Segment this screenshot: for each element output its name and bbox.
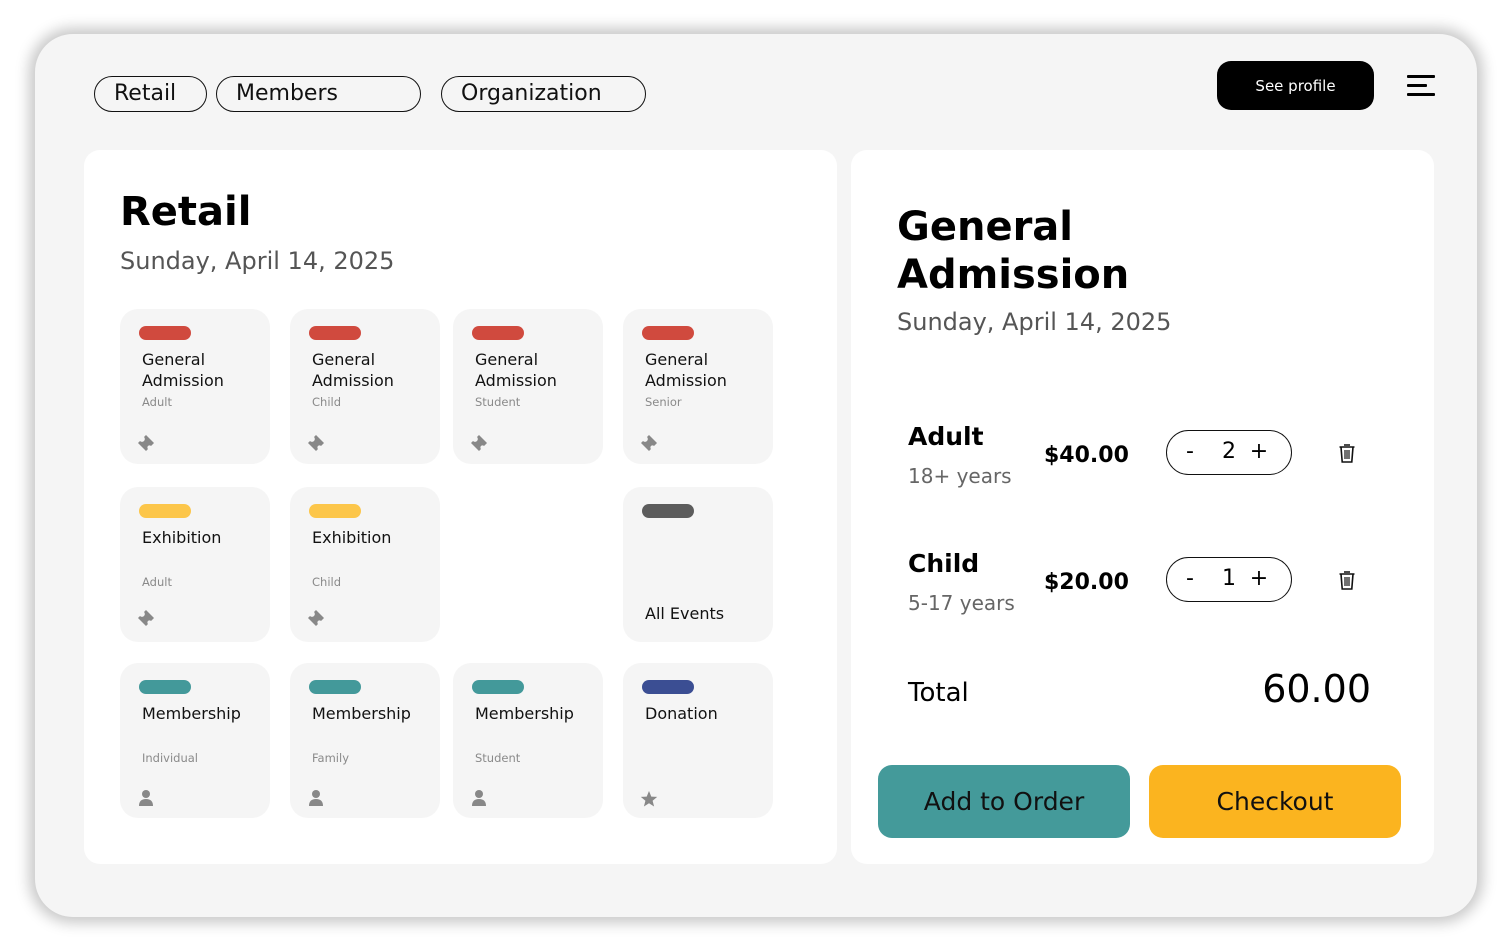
tile-general-admission-senior[interactable]: General Admission Senior	[623, 309, 773, 464]
category-pill	[139, 680, 191, 694]
tile-exhibition-adult[interactable]: Exhibition Adult	[120, 487, 270, 642]
quantity-stepper: - 1 +	[1166, 557, 1292, 602]
ticket-icon	[138, 610, 154, 626]
category-pill	[309, 326, 361, 340]
tile-membership-student[interactable]: Membership Student	[453, 663, 603, 818]
order-panel: General Admission Sunday, April 14, 2025…	[851, 150, 1434, 864]
tile-general-admission-student[interactable]: General Admission Student	[453, 309, 603, 464]
tile-membership-individual[interactable]: Membership Individual	[120, 663, 270, 818]
tile-name: Donation	[645, 704, 718, 723]
ticket-icon	[308, 435, 324, 451]
retail-title: Retail	[120, 189, 252, 235]
tile-name: Membership	[475, 704, 574, 723]
tab-retail[interactable]: Retail	[94, 76, 207, 112]
tile-name: General Admission	[142, 350, 224, 390]
tile-sub: Adult	[142, 395, 172, 409]
add-to-order-button[interactable]: Add to Order	[878, 765, 1130, 838]
tile-sub: Student	[475, 395, 521, 409]
checkout-button[interactable]: Checkout	[1149, 765, 1401, 838]
line-item-price: $40.00	[1044, 443, 1129, 468]
retail-date: Sunday, April 14, 2025	[120, 247, 395, 275]
tile-sub: Child	[312, 575, 342, 589]
increment-button[interactable]: +	[1249, 566, 1269, 591]
total-value: 60.00	[1262, 667, 1371, 711]
category-pill	[642, 326, 694, 340]
line-item-price: $20.00	[1044, 570, 1129, 595]
category-pill	[642, 504, 694, 518]
tile-name: All Events	[645, 604, 725, 623]
tile-name: Membership	[142, 704, 241, 723]
order-title: General Admission	[897, 203, 1129, 299]
tile-sub: Family	[312, 751, 350, 765]
app-window: Retail Members Organization See profile …	[35, 34, 1477, 917]
line-item-name: Child	[908, 549, 980, 578]
ticket-icon	[641, 435, 657, 451]
tile-name: Membership	[312, 704, 411, 723]
quantity-value: 2	[1222, 439, 1236, 464]
tile-donation[interactable]: Donation	[623, 663, 773, 818]
quantity-value: 1	[1222, 566, 1236, 591]
category-pill	[309, 680, 361, 694]
category-pill	[309, 504, 361, 518]
hamburger-menu-icon[interactable]	[1407, 75, 1435, 99]
person-icon	[309, 790, 323, 806]
see-profile-button[interactable]: See profile	[1217, 61, 1374, 110]
tile-sub: Adult	[142, 575, 172, 589]
retail-panel: Retail Sunday, April 14, 2025 General Ad…	[84, 150, 837, 864]
increment-button[interactable]: +	[1249, 439, 1269, 464]
line-item-sub: 18+ years	[908, 464, 1012, 488]
line-item-sub: 5-17 years	[908, 591, 1015, 615]
trash-icon[interactable]	[1338, 443, 1356, 463]
tile-general-admission-adult[interactable]: General Admission Adult	[120, 309, 270, 464]
tile-name: Exhibition	[142, 528, 222, 547]
category-pill	[472, 326, 524, 340]
tile-name: Exhibition	[312, 528, 392, 547]
decrement-button[interactable]: -	[1186, 439, 1194, 464]
ticket-icon	[138, 435, 154, 451]
trash-icon[interactable]	[1338, 570, 1356, 590]
order-date: Sunday, April 14, 2025	[897, 308, 1172, 336]
category-pill	[472, 680, 524, 694]
star-icon	[640, 791, 658, 807]
tile-all-events[interactable]: All Events	[623, 487, 773, 642]
tile-sub: Student	[475, 751, 521, 765]
category-pill	[642, 680, 694, 694]
tile-sub: Individual	[142, 751, 199, 765]
tile-sub: Senior	[645, 395, 682, 409]
tile-name: General Admission	[475, 350, 557, 390]
order-title-line1: General	[897, 204, 1073, 250]
person-icon	[139, 790, 153, 806]
category-pill	[139, 326, 191, 340]
tile-name: General Admission	[645, 350, 727, 390]
ticket-icon	[471, 435, 487, 451]
order-title-line2: Admission	[897, 252, 1130, 298]
tile-exhibition-child[interactable]: Exhibition Child	[290, 487, 440, 642]
tile-general-admission-child[interactable]: General Admission Child	[290, 309, 440, 464]
tab-organization[interactable]: Organization	[441, 76, 646, 112]
category-pill	[139, 504, 191, 518]
quantity-stepper: - 2 +	[1166, 430, 1292, 475]
tile-membership-family[interactable]: Membership Family	[290, 663, 440, 818]
line-item-name: Adult	[908, 422, 984, 451]
person-icon	[472, 790, 486, 806]
total-label: Total	[908, 678, 969, 708]
decrement-button[interactable]: -	[1186, 566, 1194, 591]
tile-name: General Admission	[312, 350, 394, 390]
ticket-icon	[308, 610, 324, 626]
tile-sub: Child	[312, 395, 342, 409]
tab-members[interactable]: Members	[216, 76, 421, 112]
